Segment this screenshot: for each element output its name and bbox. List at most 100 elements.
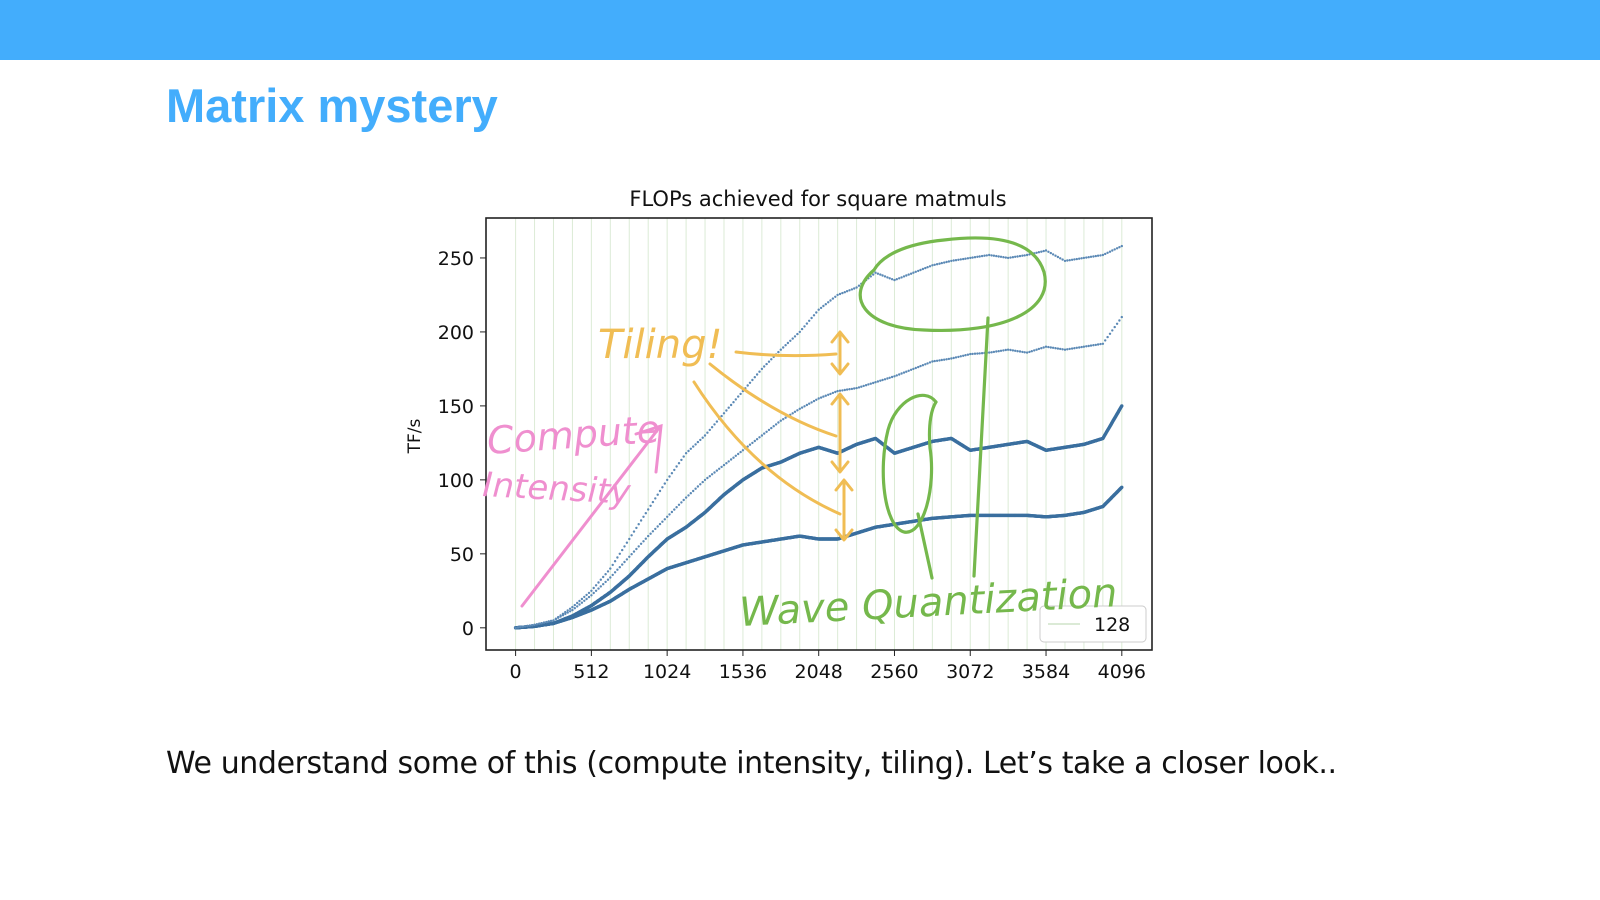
tiling-double-arrow-1 [830,330,850,376]
data-point [1009,348,1012,352]
data-point [1047,345,1050,349]
data-point [888,376,891,379]
data-point [999,255,1003,258]
data-point [999,349,1003,352]
compute-intensity-arrow [520,426,661,608]
data-point [935,263,939,266]
data-point [1049,251,1052,255]
data-point [654,527,657,531]
data-point [962,354,965,357]
data-point [990,254,993,257]
data-point [1044,249,1048,252]
data-point [822,395,825,398]
data-point [611,573,614,577]
data-point [815,398,818,401]
data-point [860,385,863,388]
data-point [943,358,946,361]
wave-circle-top [858,236,1047,333]
data-point [829,392,832,396]
data-point [945,358,948,361]
data-point [1068,259,1071,262]
data-point [1006,256,1010,260]
data-point [625,558,629,561]
data-point [1042,346,1045,349]
data-point [819,396,823,399]
data-point [1104,252,1107,256]
data-point [971,352,974,356]
data-point [876,272,880,275]
data-point [701,436,704,439]
data-point [964,257,967,260]
data-point [883,275,887,278]
data-point [523,625,527,628]
data-point [604,573,607,576]
data-point [850,387,854,391]
data-point [720,465,723,469]
data-point [637,545,640,548]
data-point [779,419,782,422]
data-point [1035,251,1038,254]
data-point [696,485,700,488]
data-point [637,523,640,526]
data-point [779,348,782,351]
data-point [564,612,567,616]
data-point [578,603,581,606]
data-point [649,504,652,507]
data-point [980,254,984,258]
annotation-intensity: Intensity [482,465,633,513]
data-point [803,405,806,408]
data-point [843,388,846,392]
data-point [1011,349,1015,352]
data-point [881,274,884,277]
data-point [907,273,910,276]
data-point [753,376,756,379]
data-point [985,254,988,257]
data-point [1096,343,1100,346]
data-point [647,508,650,511]
legend-label: 128 [1094,614,1130,636]
data-point [1120,315,1123,319]
data-point [800,327,804,331]
data-point [654,497,657,500]
x-tick-label: 4096 [1098,661,1146,683]
data-point [694,487,697,490]
compute-intensity-arrowhead [634,423,663,474]
data-point [879,273,882,276]
data-point [793,410,797,413]
data-point [992,254,996,257]
data-point [862,384,865,388]
data-point [1111,249,1114,252]
data-point [753,439,756,443]
data-point [1051,253,1055,256]
data-point [663,518,666,521]
data-point [888,277,891,280]
data-point [602,575,605,579]
data-point [1073,258,1076,261]
data-point [935,359,939,362]
annotation-tiling: Tiling! [598,322,723,368]
data-point [770,358,773,361]
data-point [791,337,794,340]
data-point [770,426,773,430]
data-point [1080,345,1083,349]
data-point [710,426,714,429]
data-point [914,270,917,273]
data-point [687,449,690,453]
data-point [1087,344,1090,348]
y-tick-label: 200 [438,322,474,344]
data-point [950,357,953,360]
data-point [1089,255,1093,258]
data-point [938,262,941,265]
data-point [699,438,702,442]
data-point [905,274,908,277]
data-point [1018,350,1022,353]
data-point [817,308,820,311]
data-point [635,526,638,530]
data-point [673,468,676,472]
data-point [715,469,719,472]
data-point [580,601,584,604]
data-point [755,438,759,441]
data-point [587,591,591,595]
data-point [831,297,835,300]
data-point [1106,251,1109,254]
